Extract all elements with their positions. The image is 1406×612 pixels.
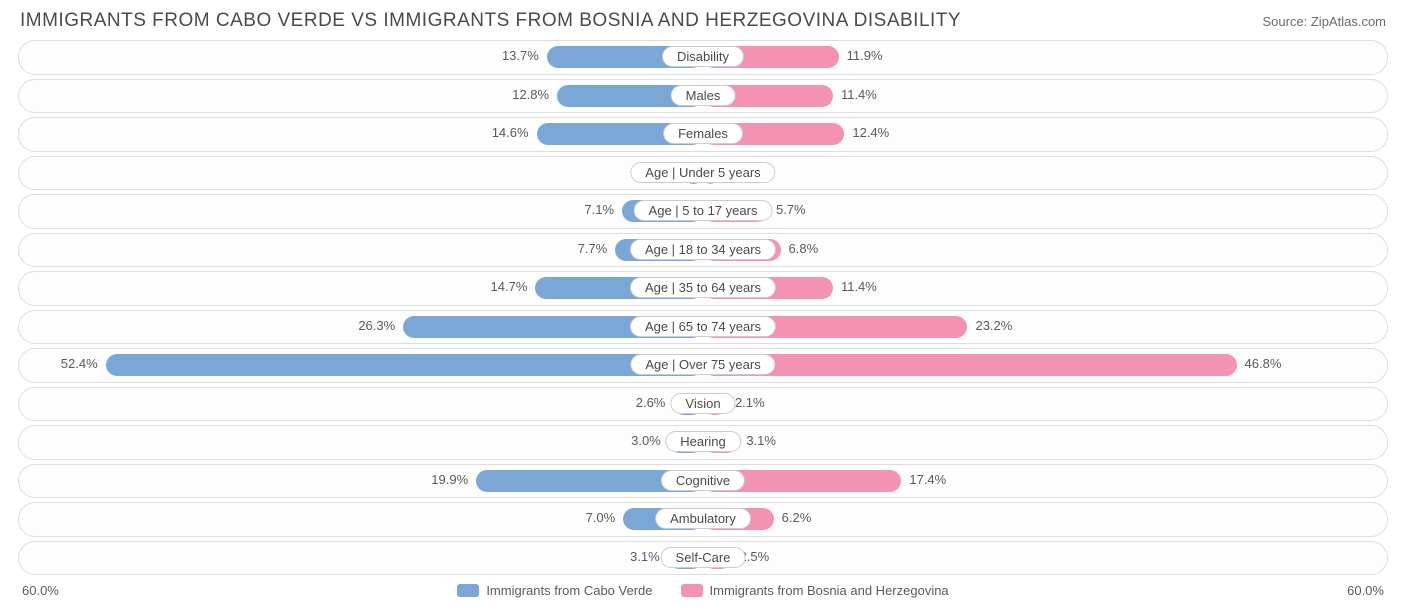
value-left: 13.7% bbox=[502, 48, 539, 63]
category-label: Males bbox=[671, 85, 736, 106]
value-left: 2.6% bbox=[636, 395, 666, 410]
category-label: Self-Care bbox=[661, 547, 746, 568]
value-left: 7.0% bbox=[586, 510, 616, 525]
chart-row: 13.7% 11.9% Disability bbox=[18, 40, 1388, 75]
chart-row: 3.1%2.5%Self-Care bbox=[18, 541, 1388, 576]
axis-max-right: 60.0% bbox=[1347, 583, 1384, 598]
value-left: 7.1% bbox=[584, 202, 614, 217]
value-left: 3.1% bbox=[630, 549, 660, 564]
chart-row: 7.0% 6.2% Ambulatory bbox=[18, 502, 1388, 537]
chart-header: IMMIGRANTS FROM CABO VERDE VS IMMIGRANTS… bbox=[0, 0, 1406, 40]
value-left: 7.7% bbox=[578, 241, 608, 256]
value-right: 17.4% bbox=[909, 472, 946, 487]
value-right: 11.9% bbox=[847, 48, 883, 63]
bar-left bbox=[106, 354, 703, 376]
value-right: 6.8% bbox=[789, 241, 819, 256]
category-label: Females bbox=[663, 123, 743, 144]
value-left: 52.4% bbox=[61, 356, 98, 371]
category-label: Hearing bbox=[665, 431, 741, 452]
value-left: 19.9% bbox=[431, 472, 468, 487]
value-right: 46.8% bbox=[1245, 356, 1282, 371]
value-left: 3.0% bbox=[631, 433, 661, 448]
legend-label-right: Immigrants from Bosnia and Herzegovina bbox=[710, 583, 949, 598]
category-label: Age | 5 to 17 years bbox=[634, 200, 773, 221]
legend-item-left: Immigrants from Cabo Verde bbox=[457, 583, 652, 598]
value-right: 23.2% bbox=[975, 318, 1012, 333]
value-right: 12.4% bbox=[852, 125, 889, 140]
chart-footer: 60.0% Immigrants from Cabo Verde Immigra… bbox=[0, 579, 1406, 598]
category-label: Cognitive bbox=[661, 470, 745, 491]
chart-row: 12.8% 11.4% Males bbox=[18, 79, 1388, 114]
chart-source: Source: ZipAtlas.com bbox=[1262, 14, 1386, 29]
value-right: 11.4% bbox=[841, 87, 877, 102]
chart-row: 14.7% 11.4% Age | 35 to 64 years bbox=[18, 271, 1388, 306]
value-right: 11.4% bbox=[841, 279, 877, 294]
value-left: 14.7% bbox=[491, 279, 528, 294]
value-left: 14.6% bbox=[492, 125, 529, 140]
chart-row: 14.6% 12.4% Females bbox=[18, 117, 1388, 152]
value-right: 5.7% bbox=[776, 202, 806, 217]
chart-body: 13.7% 11.9% Disability 12.8% 11.4% Males 14.6%… bbox=[0, 40, 1406, 575]
category-label: Age | 35 to 64 years bbox=[630, 277, 776, 298]
chart-row: 7.1% 5.7%Age | 5 to 17 years bbox=[18, 194, 1388, 229]
value-right: 2.1% bbox=[735, 395, 765, 410]
legend-swatch-left bbox=[457, 584, 479, 597]
chart-row: 52.4% 46.8% Age | Over 75 years bbox=[18, 348, 1388, 383]
category-label: Disability bbox=[662, 46, 744, 67]
legend: Immigrants from Cabo Verde Immigrants fr… bbox=[457, 583, 948, 598]
bar-right bbox=[703, 354, 1237, 376]
category-label: Age | 18 to 34 years bbox=[630, 239, 776, 260]
chart-row: 3.0% 3.1% Hearing bbox=[18, 425, 1388, 460]
category-label: Age | 65 to 74 years bbox=[630, 316, 776, 337]
value-right: 6.2% bbox=[782, 510, 812, 525]
legend-label-left: Immigrants from Cabo Verde bbox=[486, 583, 652, 598]
chart-row: 7.7% 6.8% Age | 18 to 34 years bbox=[18, 233, 1388, 268]
category-label: Age | Under 5 years bbox=[630, 162, 775, 183]
chart-title: IMMIGRANTS FROM CABO VERDE VS IMMIGRANTS… bbox=[20, 10, 961, 32]
axis-max-left: 60.0% bbox=[22, 583, 59, 598]
chart-row: 26.3% 23.2% Age | 65 to 74 years bbox=[18, 310, 1388, 345]
chart-row: 19.9% 17.4% Cognitive bbox=[18, 464, 1388, 499]
chart-row: 1.7%1.3%Age | Under 5 years bbox=[18, 156, 1388, 191]
value-right: 3.1% bbox=[746, 433, 776, 448]
value-left: 12.8% bbox=[512, 87, 549, 102]
legend-item-right: Immigrants from Bosnia and Herzegovina bbox=[681, 583, 949, 598]
category-label: Ambulatory bbox=[655, 508, 751, 529]
category-label: Age | Over 75 years bbox=[630, 354, 775, 375]
category-label: Vision bbox=[670, 393, 735, 414]
chart-row: 2.6% 2.1%Vision bbox=[18, 387, 1388, 422]
legend-swatch-right bbox=[681, 584, 703, 597]
value-left: 26.3% bbox=[358, 318, 395, 333]
